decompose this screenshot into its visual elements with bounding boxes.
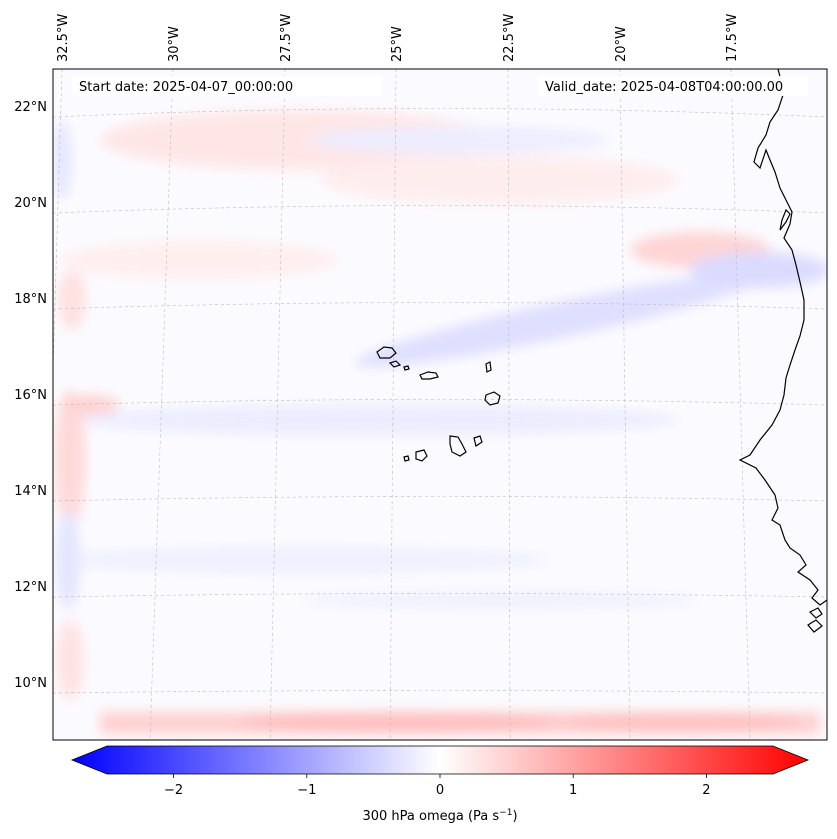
coastline — [738, 69, 827, 633]
lat-label: 10°N — [14, 676, 47, 691]
start-date-box — [72, 76, 382, 96]
lat-label: 14°N — [14, 484, 47, 499]
gridline-25W — [389, 69, 397, 740]
island-boa-vista — [484, 391, 501, 406]
gridline-22-5W — [507, 69, 511, 740]
lon-label: 30°W — [167, 26, 182, 62]
valid-date-box — [538, 76, 808, 96]
gridlines — [53, 69, 827, 740]
lon-label: 32.5°W — [56, 14, 71, 62]
colorbar-bar — [70, 745, 810, 775]
gridline-16N — [53, 399, 827, 406]
coastline-islet — [807, 619, 823, 633]
lat-label: 22°N — [14, 100, 47, 115]
lat-label: 16°N — [14, 388, 47, 403]
gridline-10N — [53, 690, 827, 694]
island-maio — [473, 435, 483, 447]
colorbar-tick-label: 2 — [702, 783, 710, 798]
island-sal — [485, 361, 492, 373]
island-sao-nicolau — [419, 371, 439, 380]
gridline-20W — [619, 69, 631, 740]
lat-label: 20°N — [14, 196, 47, 211]
start-date-label: Start date: 2025-04-07_00:00:00 — [79, 80, 293, 95]
colorbar-tick-label: 1 — [569, 783, 577, 798]
island-brava — [403, 455, 410, 462]
gridline-27-5W — [269, 69, 286, 740]
lon-label: 17.5°W — [725, 14, 740, 62]
gridline-17-5W — [730, 69, 751, 740]
gridline-30W — [149, 69, 174, 740]
colorbar-tick-label: 0 — [436, 783, 444, 798]
valid-date-label: Valid_date: 2025-04-08T04:00:00.00 — [545, 80, 783, 95]
island-santiago — [449, 435, 467, 457]
lat-label: 12°N — [14, 580, 47, 595]
island-fogo — [415, 449, 428, 462]
gridline-14N — [53, 496, 827, 502]
colorbar-ticks: −2 −1 0 1 2 — [164, 774, 711, 798]
lon-label: 20°W — [614, 26, 629, 62]
longitude-labels: 32.5°W 30°W 27.5°W 25°W 22.5°W 20°W 17.5… — [56, 14, 740, 62]
gridline-20N — [53, 205, 827, 214]
island-santa-luzia — [403, 365, 410, 371]
gridline-12N — [53, 593, 827, 598]
colorbar-tick-label: −2 — [164, 783, 183, 798]
map-frame — [52, 68, 828, 741]
colorbar-label: 300 hPa omega (Pa s−1) — [362, 808, 517, 824]
coastline-africa — [738, 69, 827, 606]
gridline-22N — [53, 108, 827, 118]
island-sao-vicente — [388, 360, 402, 368]
lon-label: 27.5°W — [279, 14, 294, 62]
coastline-islet — [808, 607, 823, 619]
coastline-islet — [779, 208, 791, 231]
colorbar-tick-label: −1 — [297, 783, 316, 798]
omega-field — [53, 110, 827, 734]
lon-label: 25°W — [390, 26, 405, 62]
lon-label: 22.5°W — [502, 14, 517, 62]
colorbar: −2 −1 0 1 2 300 hPa omega (Pa s−1) — [70, 745, 810, 824]
latitude-labels: 22°N 20°N 18°N 16°N 14°N 12°N 10°N — [14, 100, 47, 691]
gridline-18N — [53, 302, 827, 310]
cape-verde-islands — [376, 346, 501, 462]
island-santo-antao — [376, 346, 397, 359]
lat-label: 18°N — [14, 292, 47, 307]
map-panel: Start date: 2025-04-07_00:00:00 Valid_da… — [14, 14, 828, 741]
